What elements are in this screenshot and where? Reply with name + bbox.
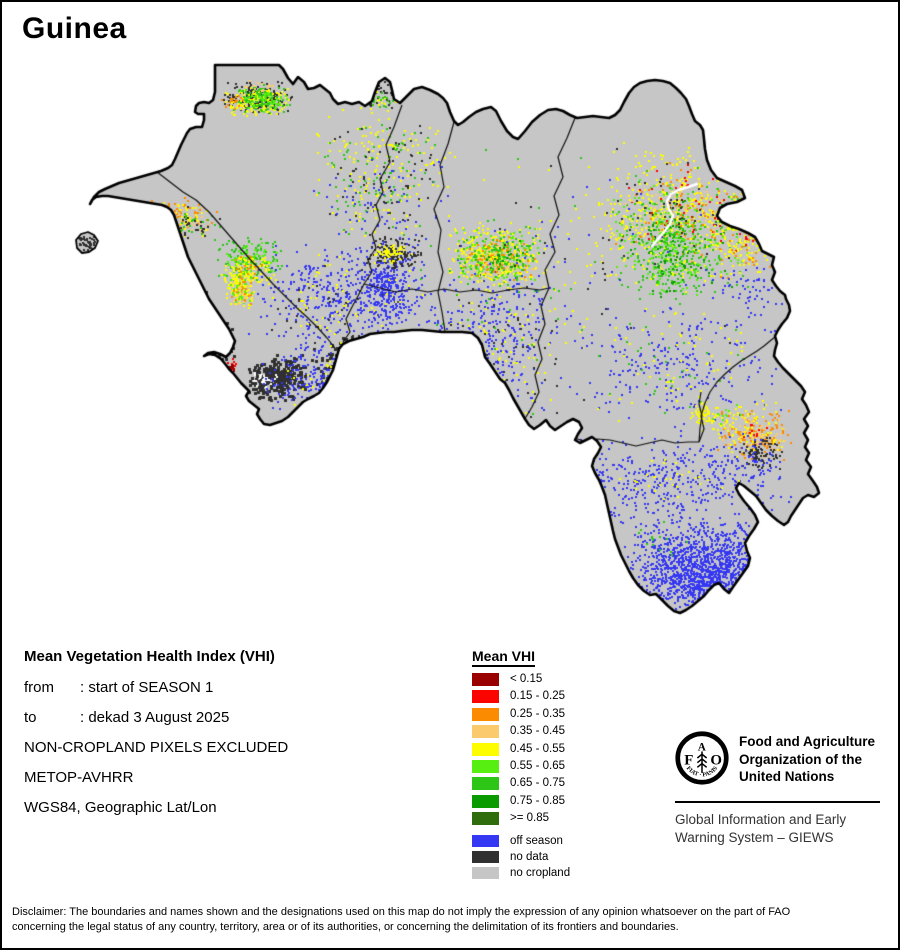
legend-swatch [472, 835, 499, 847]
svg-text:O: O [710, 753, 722, 769]
legend-label: 0.25 - 0.35 [510, 707, 565, 720]
page-title: Guinea [22, 12, 127, 45]
legend-label: off season [510, 835, 563, 847]
legend-label: 0.35 - 0.45 [510, 725, 565, 738]
info-to-value: : dekad 3 August 2025 [80, 709, 230, 726]
legend-label: 0.15 - 0.25 [510, 690, 565, 703]
legend-label: >= 0.85 [510, 812, 550, 825]
info-from-value: : start of SEASON 1 [80, 679, 214, 696]
legend-swatch [472, 742, 499, 756]
fao-org-name: Food and Agriculture Organization of the… [739, 734, 875, 784]
info-row-from: from : start of SEASON 1 [24, 679, 454, 696]
map-info-block: Mean Vegetation Health Index (VHI) from:… [24, 648, 454, 829]
fao-divider [675, 801, 880, 803]
legend-label: < 0.15 [510, 673, 543, 685]
legend-swatch [472, 707, 499, 721]
fao-logo: F A O FIAT · PANIS [674, 730, 730, 791]
legend-swatch [472, 812, 499, 826]
disclaimer-text: Disclaimer: The boundaries and names sho… [12, 906, 791, 933]
svg-text:A: A [698, 742, 706, 754]
info-from-label: from [24, 679, 54, 696]
legend-title: Mean VHI [472, 648, 536, 667]
legend-swatch [472, 760, 499, 773]
legend-swatch [472, 673, 499, 686]
legend-label: 0.75 - 0.85 [510, 794, 565, 807]
legend-swatch [472, 777, 499, 791]
giews-label: Global Information and Early Warning Sys… [675, 812, 847, 845]
legend-swatch [472, 866, 499, 879]
svg-text:F: F [684, 753, 693, 769]
legend-label: no data [510, 850, 549, 863]
legend-swatch [472, 690, 499, 704]
info-row-to: to : dekad 3 August 2025 [24, 709, 454, 726]
info-line-sensor: METOP-AVHRR [24, 769, 134, 786]
info-heading: Mean Vegetation Health Index (VHI) [24, 648, 275, 665]
legend-swatch [472, 850, 499, 863]
legend-swatch [472, 725, 499, 739]
info-line-projection: WGS84, Geographic Lat/Lon [24, 799, 217, 816]
legend-label: no cropland [510, 866, 571, 879]
legend-label: 0.45 - 0.55 [510, 742, 565, 755]
legend-label: 0.65 - 0.75 [510, 777, 565, 790]
legend-label: 0.55 - 0.65 [510, 760, 565, 772]
info-to-label: to [24, 709, 37, 726]
fao-logo-icon: F A O FIAT · PANIS [675, 731, 729, 785]
legend-swatch [472, 794, 499, 808]
info-line-noncropland: NON-CROPLAND PIXELS EXCLUDED [24, 739, 289, 756]
